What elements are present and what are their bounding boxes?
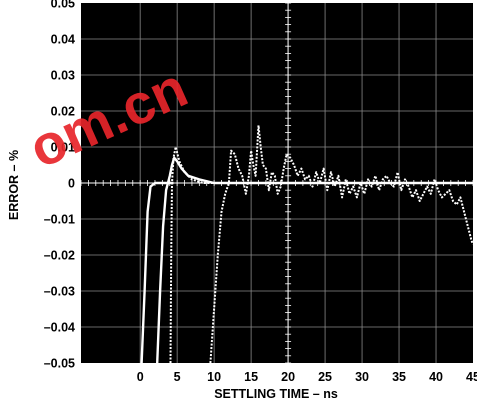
- series-line-2: [156, 156, 473, 364]
- x-tick-label: 25: [318, 370, 332, 384]
- x-tick-label: 30: [355, 370, 369, 384]
- x-tick-label: 35: [392, 370, 406, 384]
- y-tick-label: 0.05: [51, 0, 75, 11]
- y-tick-label: –0.04: [44, 321, 75, 335]
- x-tick-label: 40: [429, 370, 443, 384]
- x-tick-label: 10: [207, 370, 221, 384]
- y-tick-label: 0.03: [51, 69, 75, 83]
- y-tick-label: –0.03: [44, 285, 75, 299]
- x-tick-labels: 0 5 10 15 20 25 30 35 40 45: [137, 370, 477, 384]
- y-tick-label: –0.01: [44, 213, 75, 227]
- series-group: [140, 124, 474, 364]
- x-tick-label: 0: [137, 370, 144, 384]
- series-line-3: [169, 146, 222, 364]
- series-line-1: [140, 181, 174, 364]
- x-axis-title: SETTLING TIME – ns: [214, 387, 338, 401]
- x-tick-label: 45: [466, 370, 477, 384]
- x-tick-label: 20: [281, 370, 295, 384]
- y-tick-label: 0.01: [51, 141, 75, 155]
- y-tick-label: –0.05: [44, 357, 75, 371]
- x-tick-label: 5: [174, 370, 181, 384]
- y-tick-labels: 0.05 0.04 0.03 0.02 0.01 0 –0.01 –0.02 –0.03 –0.0…: [44, 0, 75, 371]
- y-axis-title: ERROR – %: [7, 150, 21, 220]
- y-tick-label: 0: [68, 177, 75, 191]
- y-tick-label: 0.02: [51, 105, 75, 119]
- x-tick-label: 15: [244, 370, 258, 384]
- y-tick-label: 0.04: [51, 33, 75, 47]
- y-tick-label: –0.02: [44, 249, 75, 263]
